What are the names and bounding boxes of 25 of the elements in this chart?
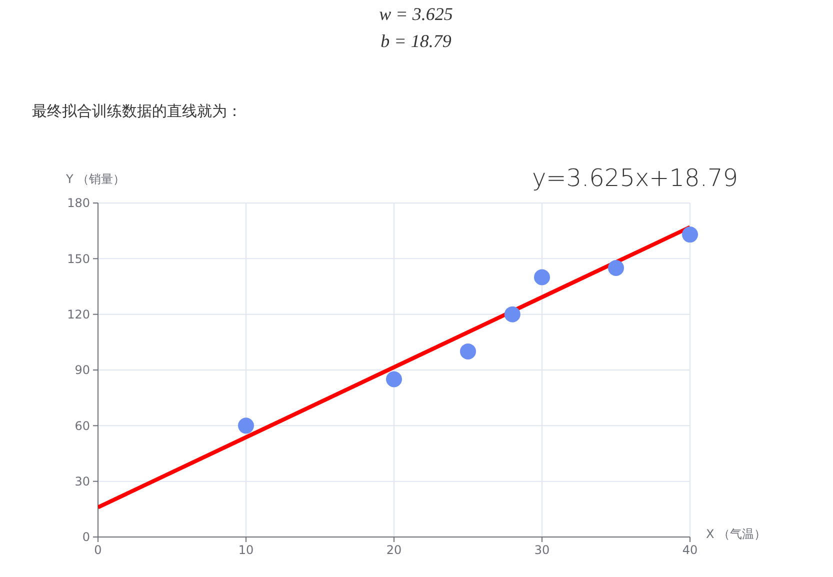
y-tick-label: 30 [74, 474, 90, 489]
y-axis-title: Y （销量） [65, 172, 126, 186]
point [534, 269, 550, 286]
y-tick-label: 120 [67, 308, 90, 322]
point [386, 371, 402, 388]
point [238, 418, 254, 434]
point [682, 226, 698, 243]
text: w = 3.625 [379, 4, 453, 24]
y-tick-label: 150 [67, 252, 90, 266]
x-tick-label: 20 [386, 543, 402, 557]
point [460, 343, 476, 360]
text: y=3.625x+18.79 [532, 164, 738, 192]
y-tick-label: 90 [74, 363, 90, 378]
x-axis-title: X （气温） [706, 527, 766, 542]
point [504, 306, 520, 322]
point [608, 260, 624, 276]
text: 最终拟合训练数据的直线就为： [32, 102, 242, 120]
text: b = 18.79 [380, 31, 452, 51]
y-tick-label: 60 [74, 418, 90, 433]
x-tick-label: 30 [534, 543, 550, 557]
x-tick-label: 40 [682, 543, 698, 557]
y-tick-label: 180 [67, 196, 90, 210]
x-tick-label: 0 [94, 543, 102, 557]
x-tick-label: 10 [238, 543, 254, 557]
y-tick-label: 0 [82, 530, 90, 544]
